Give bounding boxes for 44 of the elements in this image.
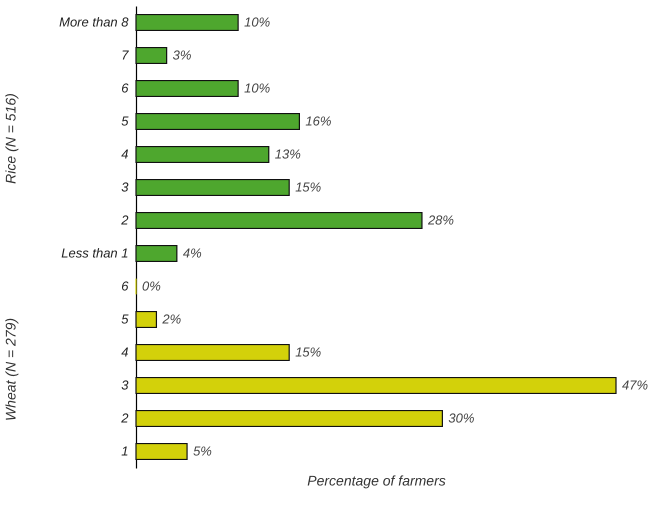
y-axis-title: Rice (N = 516) <box>2 93 18 184</box>
y-tick-label: 3 <box>121 378 130 392</box>
data-label: 28% <box>426 212 454 228</box>
bar <box>135 14 239 32</box>
data-label: 30% <box>448 410 474 426</box>
y-tick-label: 2 <box>120 212 130 228</box>
data-label: 15% <box>295 344 322 360</box>
data-label: 10% <box>244 14 270 30</box>
y-tick-label: 3 <box>121 180 130 194</box>
bar <box>135 410 443 428</box>
data-label: 10% <box>244 80 270 96</box>
x-axis-title: Percentage of farmers <box>307 472 446 488</box>
bar <box>135 146 270 164</box>
data-label: 15% <box>295 180 322 194</box>
y-tick-label: 7 <box>121 48 130 62</box>
data-label: 0% <box>142 278 161 294</box>
data-label: 5% <box>193 444 212 458</box>
bar <box>135 310 158 328</box>
bar <box>135 112 300 130</box>
y-tick-label: 4 <box>121 344 128 360</box>
data-label: 16% <box>305 114 332 128</box>
y-tick-label: 5 <box>121 312 130 326</box>
bar <box>135 244 178 262</box>
bar <box>135 178 290 196</box>
y-tick-label: 4 <box>121 146 128 162</box>
y-tick-label: Less than 1 <box>61 246 128 260</box>
y-tick-label: 2 <box>120 410 130 426</box>
y-tick-label: 6 <box>121 278 130 294</box>
bar <box>135 80 239 98</box>
bar <box>135 344 290 362</box>
y-tick-label: 5 <box>121 114 130 128</box>
bar <box>135 212 423 230</box>
data-label: 4% <box>182 246 202 260</box>
data-label: 3% <box>172 48 192 62</box>
bar <box>135 442 188 460</box>
data-label: 13% <box>274 146 301 162</box>
y-tick-label: 1 <box>121 444 128 458</box>
y-tick-label: More than 8 <box>59 14 130 30</box>
data-label: 47% <box>622 378 648 392</box>
y-axis-title: Wheat (N = 279) <box>2 318 18 422</box>
bar <box>135 46 168 64</box>
bar <box>135 376 617 394</box>
y-tick-label: 6 <box>121 80 130 96</box>
data-label: 2% <box>161 312 182 326</box>
